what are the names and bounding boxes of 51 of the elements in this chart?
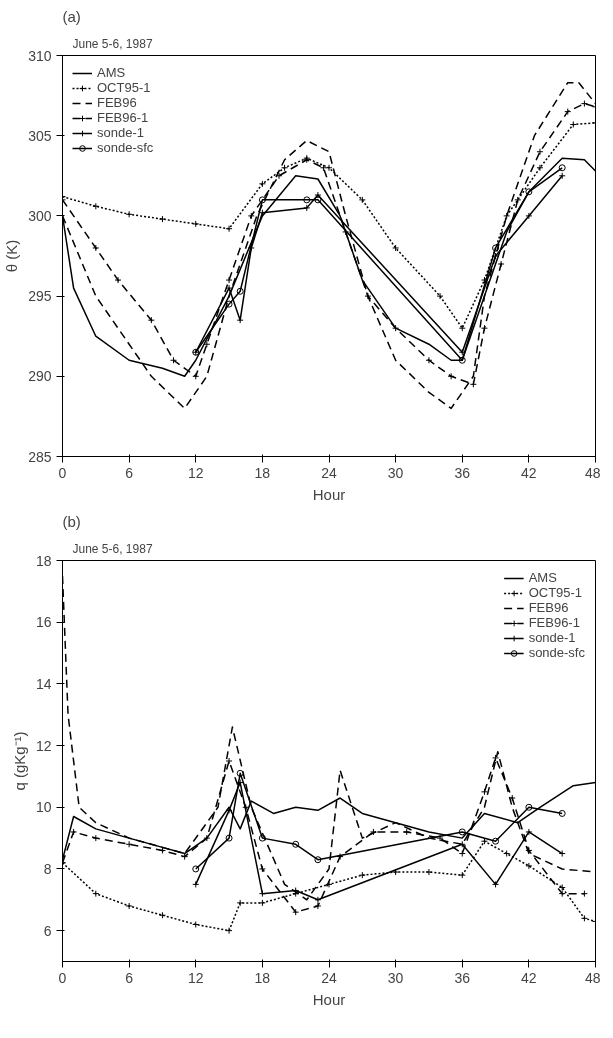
x-tick-label: 24 (321, 969, 337, 986)
x-tick-label: 18 (254, 969, 271, 986)
y-tick-label: 300 (28, 207, 52, 224)
x-tick-label: 36 (454, 464, 471, 481)
y-axis-title: θ (K) (3, 239, 21, 273)
legend-label: AMS (528, 570, 557, 585)
text: June 5-6, 1987 (72, 36, 153, 51)
legend-label: sonde-sfc (528, 645, 585, 660)
legend-label: OCT95-1 (528, 585, 583, 600)
x-tick-label: 6 (125, 969, 134, 986)
legend-label: FEB96 (528, 600, 569, 615)
y-tick-label: 290 (28, 368, 52, 385)
y-tick-label: 6 (43, 922, 52, 939)
x-axis-title: Hour (312, 990, 346, 1008)
x-tick-label: 30 (387, 969, 404, 986)
legend-label: FEB96-1 (97, 110, 149, 125)
legend-label: sonde-1 (97, 125, 144, 140)
y-tick-label: 10 (35, 799, 52, 816)
x-tick-label: 48 (584, 969, 601, 986)
x-tick-label: 36 (454, 969, 471, 986)
x-tick-label: 12 (187, 969, 204, 986)
y-tick-label: 14 (35, 675, 52, 692)
legend-label: sonde-1 (528, 630, 576, 645)
y-tick-label: 18 (35, 552, 52, 569)
chart-title: (a) (62, 7, 81, 25)
y-tick-label: 295 (28, 288, 52, 305)
x-tick-label: 18 (254, 464, 271, 481)
legend-label: sonde-sfc (97, 140, 154, 155)
y-tick-label: 16 (35, 614, 52, 631)
y-tick-label: 305 (28, 127, 52, 144)
x-tick-label: 42 (521, 464, 537, 481)
legend-label: FEB96 (97, 95, 137, 110)
y-axis-title: q (gKg⁻¹) (10, 731, 28, 791)
x-axis-title: Hour (312, 485, 346, 503)
chart-title: (b) (62, 512, 81, 530)
y-tick-label: 285 (28, 448, 52, 465)
legend-label: OCT95-1 (97, 80, 151, 95)
y-tick-label: 310 (28, 47, 52, 64)
text: June 5-6, 1987 (72, 541, 153, 556)
x-tick-label: 24 (321, 464, 337, 481)
x-tick-label: 0 (58, 969, 67, 986)
x-tick-label: 30 (387, 464, 404, 481)
x-tick-label: 42 (521, 969, 537, 986)
legend-label: AMS (97, 65, 126, 80)
x-tick-label: 6 (125, 464, 134, 481)
x-tick-label: 0 (58, 464, 67, 481)
x-tick-label: 48 (584, 464, 601, 481)
x-tick-label: 12 (187, 464, 204, 481)
legend-label: FEB96-1 (528, 615, 580, 630)
y-tick-label: 12 (35, 737, 52, 754)
y-tick-label: 8 (43, 860, 52, 877)
